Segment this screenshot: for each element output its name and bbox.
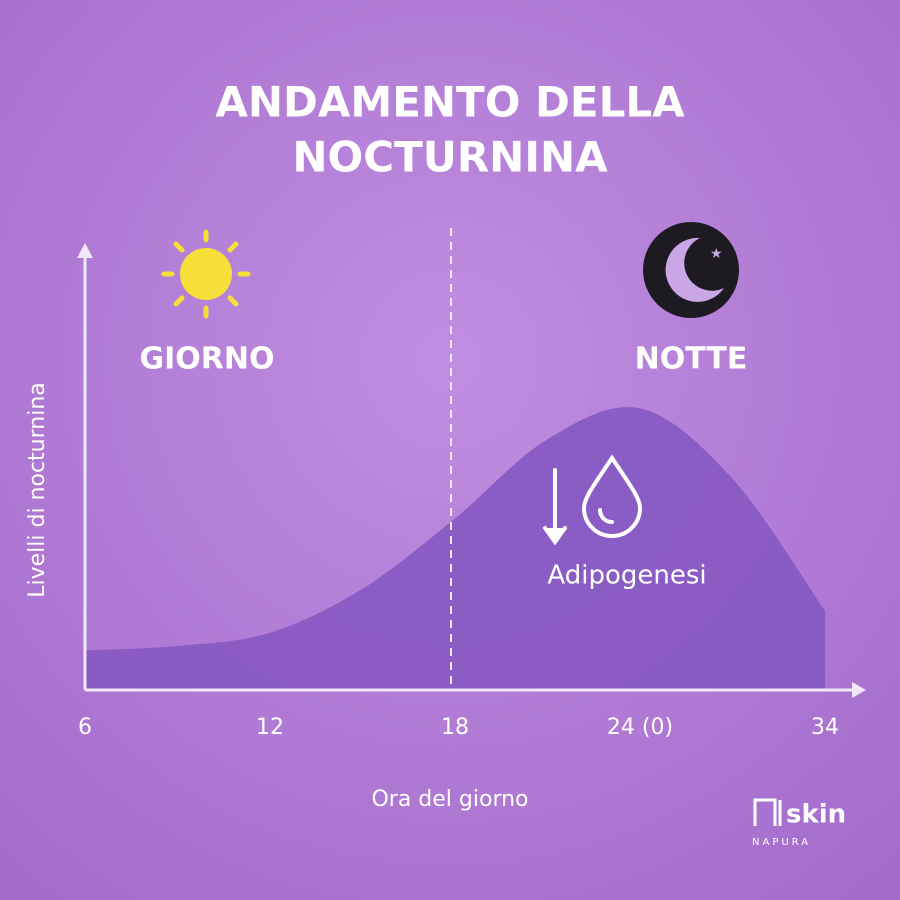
y-axis-label: Livelli di nocturnina <box>25 382 50 598</box>
area <box>85 407 825 690</box>
brand-name: skin <box>786 800 846 830</box>
chart-title: NOCTURNINA <box>292 133 608 182</box>
day-label: GIORNO <box>140 342 275 377</box>
x-tick-label: 6 <box>78 715 92 740</box>
chart-title: ANDAMENTO DELLA <box>215 78 685 127</box>
sun-icon <box>161 229 251 319</box>
x-arrow <box>852 682 866 698</box>
moon-icon: ★ <box>643 222 739 318</box>
logo-mark <box>753 798 782 826</box>
y-arrow <box>77 243 93 258</box>
drop-icon <box>543 454 643 546</box>
x-tick-label: 34 <box>811 715 839 740</box>
x-tick-label: 18 <box>441 715 469 740</box>
brand-sub: NAPURA <box>752 837 811 848</box>
star: ★ <box>710 246 723 262</box>
x-axis-label: Ora del giorno <box>371 787 528 812</box>
x-tick-label: 12 <box>256 715 284 740</box>
effect-label: Adipogenesi <box>547 561 706 591</box>
night-label: NOTTE <box>635 342 748 377</box>
x-tick-label: 24 (0) <box>607 715 673 740</box>
